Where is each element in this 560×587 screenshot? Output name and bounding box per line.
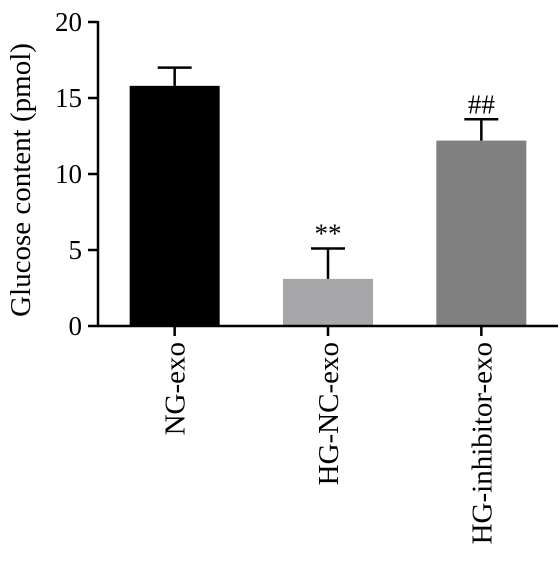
y-axis-ticks: 0 5 10 15 20: [55, 7, 98, 341]
y-tick-label: 15: [55, 83, 82, 113]
y-tick-label: 5: [69, 235, 83, 265]
y-tick-label: 0: [69, 311, 83, 341]
error-bar: [464, 118, 499, 141]
bar: [129, 85, 220, 326]
significance-labels: ** ##: [315, 89, 496, 248]
y-tick-label: 10: [55, 159, 82, 189]
error-bar: [157, 66, 192, 86]
significance-label: ##: [468, 89, 496, 119]
x-category-label: NG-exo: [160, 342, 192, 435]
error-bar: [311, 247, 345, 279]
error-bars: [157, 66, 499, 279]
x-category-label: HG-inhibitor-exo: [466, 342, 498, 544]
bar: [283, 278, 373, 326]
bars: [129, 85, 527, 326]
y-axis-title: Glucose content (pmol): [5, 43, 37, 317]
y-tick-label: 20: [55, 7, 82, 37]
x-category-labels: NG-exo HG-NC-exo HG-inhibitor-exo: [160, 326, 498, 544]
x-category-label: HG-NC-exo: [313, 342, 345, 485]
bar: [436, 140, 527, 326]
significance-label: **: [315, 218, 342, 248]
